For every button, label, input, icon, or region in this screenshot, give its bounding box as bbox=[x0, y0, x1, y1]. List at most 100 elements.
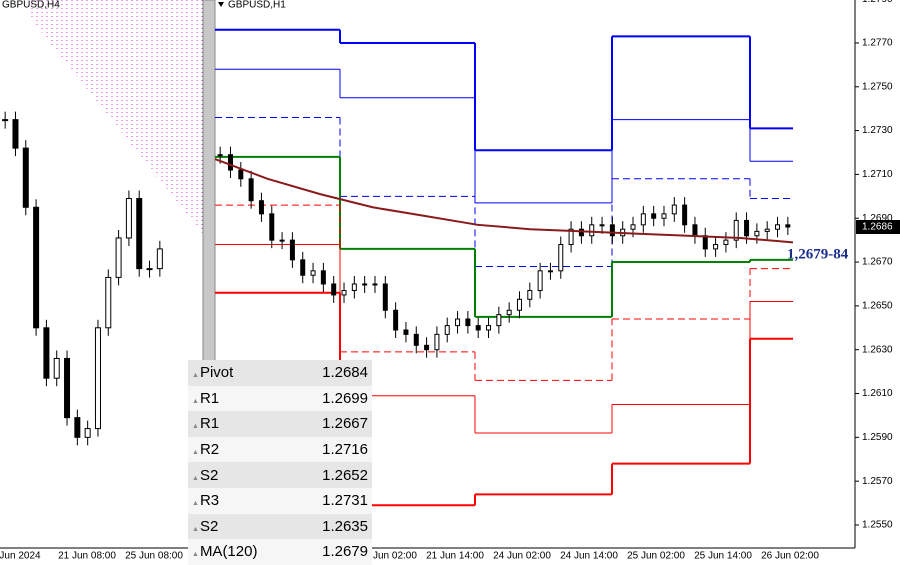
candle bbox=[465, 318, 471, 327]
candle bbox=[775, 224, 781, 230]
level-name: R3 bbox=[188, 487, 284, 514]
candle bbox=[310, 270, 316, 276]
candle bbox=[258, 200, 264, 215]
x-tick-label: 21 Jun 08:00 bbox=[58, 551, 116, 562]
candle bbox=[486, 325, 492, 331]
candle bbox=[547, 270, 553, 273]
y-tick-label: 1.2730 bbox=[862, 125, 893, 136]
candle bbox=[682, 204, 688, 226]
candle bbox=[217, 154, 223, 157]
ma-line bbox=[214, 158, 794, 244]
table-row: S21.2635 bbox=[188, 513, 372, 540]
y-tick-label: 1.2690 bbox=[862, 213, 893, 224]
candle bbox=[578, 228, 584, 237]
level-name: S2 bbox=[188, 462, 284, 488]
candle bbox=[403, 329, 409, 335]
candle bbox=[609, 224, 615, 237]
candle bbox=[568, 228, 574, 246]
level-name: MA(120) bbox=[188, 539, 284, 565]
candle bbox=[754, 230, 760, 237]
candle bbox=[74, 417, 81, 438]
x-tick-label: 26 Jun 02:00 bbox=[761, 551, 819, 562]
candle bbox=[227, 154, 233, 171]
price-box bbox=[856, 220, 900, 235]
candle bbox=[125, 198, 132, 239]
candle bbox=[393, 309, 399, 331]
candle bbox=[320, 270, 326, 285]
x-tick-label: 21 Jun 02:00 bbox=[359, 551, 417, 562]
candle bbox=[527, 290, 533, 300]
level-name: R1 bbox=[188, 385, 284, 412]
symbol-label: GBPUSD,H1 bbox=[228, 0, 286, 11]
candle bbox=[744, 219, 750, 237]
x-tick-label: 25 Jun 08:00 bbox=[125, 551, 183, 562]
y-tick-label: 1.2630 bbox=[862, 344, 893, 355]
candle bbox=[558, 244, 564, 272]
level-name: S2 bbox=[188, 513, 284, 540]
level-name: R1 bbox=[188, 411, 284, 437]
candle bbox=[424, 344, 430, 351]
candle bbox=[661, 213, 667, 219]
candle bbox=[733, 219, 739, 241]
candle bbox=[94, 327, 101, 430]
level-value: 1.2652 bbox=[284, 462, 372, 488]
candle bbox=[12, 119, 19, 149]
x-tick-label: 24 Jun 14:00 bbox=[560, 551, 618, 562]
y-tick-label: 1.2710 bbox=[862, 169, 893, 180]
x-tick-label: 25 Jun 14:00 bbox=[694, 551, 752, 562]
candle bbox=[156, 248, 163, 270]
candle bbox=[630, 224, 636, 230]
table-row: R31.2731 bbox=[188, 487, 372, 514]
x-tick-label: 21 Jun 14:00 bbox=[426, 551, 484, 562]
candle bbox=[599, 224, 605, 227]
level-value: 1.2635 bbox=[284, 513, 372, 540]
candle bbox=[651, 213, 657, 219]
candle bbox=[372, 283, 378, 286]
candle bbox=[269, 213, 275, 241]
table-row: R21.2716 bbox=[188, 436, 372, 463]
candle bbox=[764, 228, 770, 232]
candle bbox=[33, 206, 40, 329]
candle bbox=[455, 318, 461, 327]
candle bbox=[22, 147, 29, 208]
y-tick-label: 1.2650 bbox=[862, 301, 893, 312]
candle bbox=[496, 314, 502, 327]
x-tick-label: 25 Jun 02:00 bbox=[627, 551, 685, 562]
y-tick-label: 1.2770 bbox=[862, 38, 893, 49]
annotation: 1,2679-84 bbox=[787, 246, 849, 262]
candle bbox=[53, 357, 60, 379]
table-row: R11.2699 bbox=[188, 385, 372, 412]
candle bbox=[341, 290, 347, 296]
y-tick-label: 1.2750 bbox=[862, 81, 893, 92]
symbol-label: GBPUSD,H4 bbox=[2, 0, 60, 11]
candle bbox=[506, 309, 512, 316]
level-value: 1.2716 bbox=[284, 436, 372, 463]
candle bbox=[2, 119, 9, 122]
candle bbox=[671, 204, 677, 215]
candle bbox=[351, 283, 357, 292]
candle bbox=[516, 298, 522, 311]
candle bbox=[475, 325, 481, 331]
level-value: 1.2667 bbox=[284, 411, 372, 437]
table-row: R11.2667 bbox=[188, 411, 372, 437]
candle bbox=[84, 428, 91, 438]
candle bbox=[537, 270, 543, 292]
candle bbox=[692, 224, 698, 237]
y-tick-label: 1.2670 bbox=[862, 257, 893, 268]
candle bbox=[146, 268, 153, 271]
candle bbox=[413, 333, 419, 346]
y-tick-label: 1.2790 bbox=[862, 0, 893, 5]
level-value: 1.2679 bbox=[284, 539, 372, 565]
symbol-icon bbox=[218, 2, 224, 7]
candle bbox=[64, 357, 71, 419]
level-value: 1.2699 bbox=[284, 385, 372, 412]
candle bbox=[713, 244, 719, 250]
candle bbox=[640, 213, 646, 226]
candle bbox=[434, 333, 440, 351]
candle bbox=[238, 169, 244, 180]
candle bbox=[331, 283, 337, 296]
price-label: 1.2686 bbox=[862, 222, 893, 233]
